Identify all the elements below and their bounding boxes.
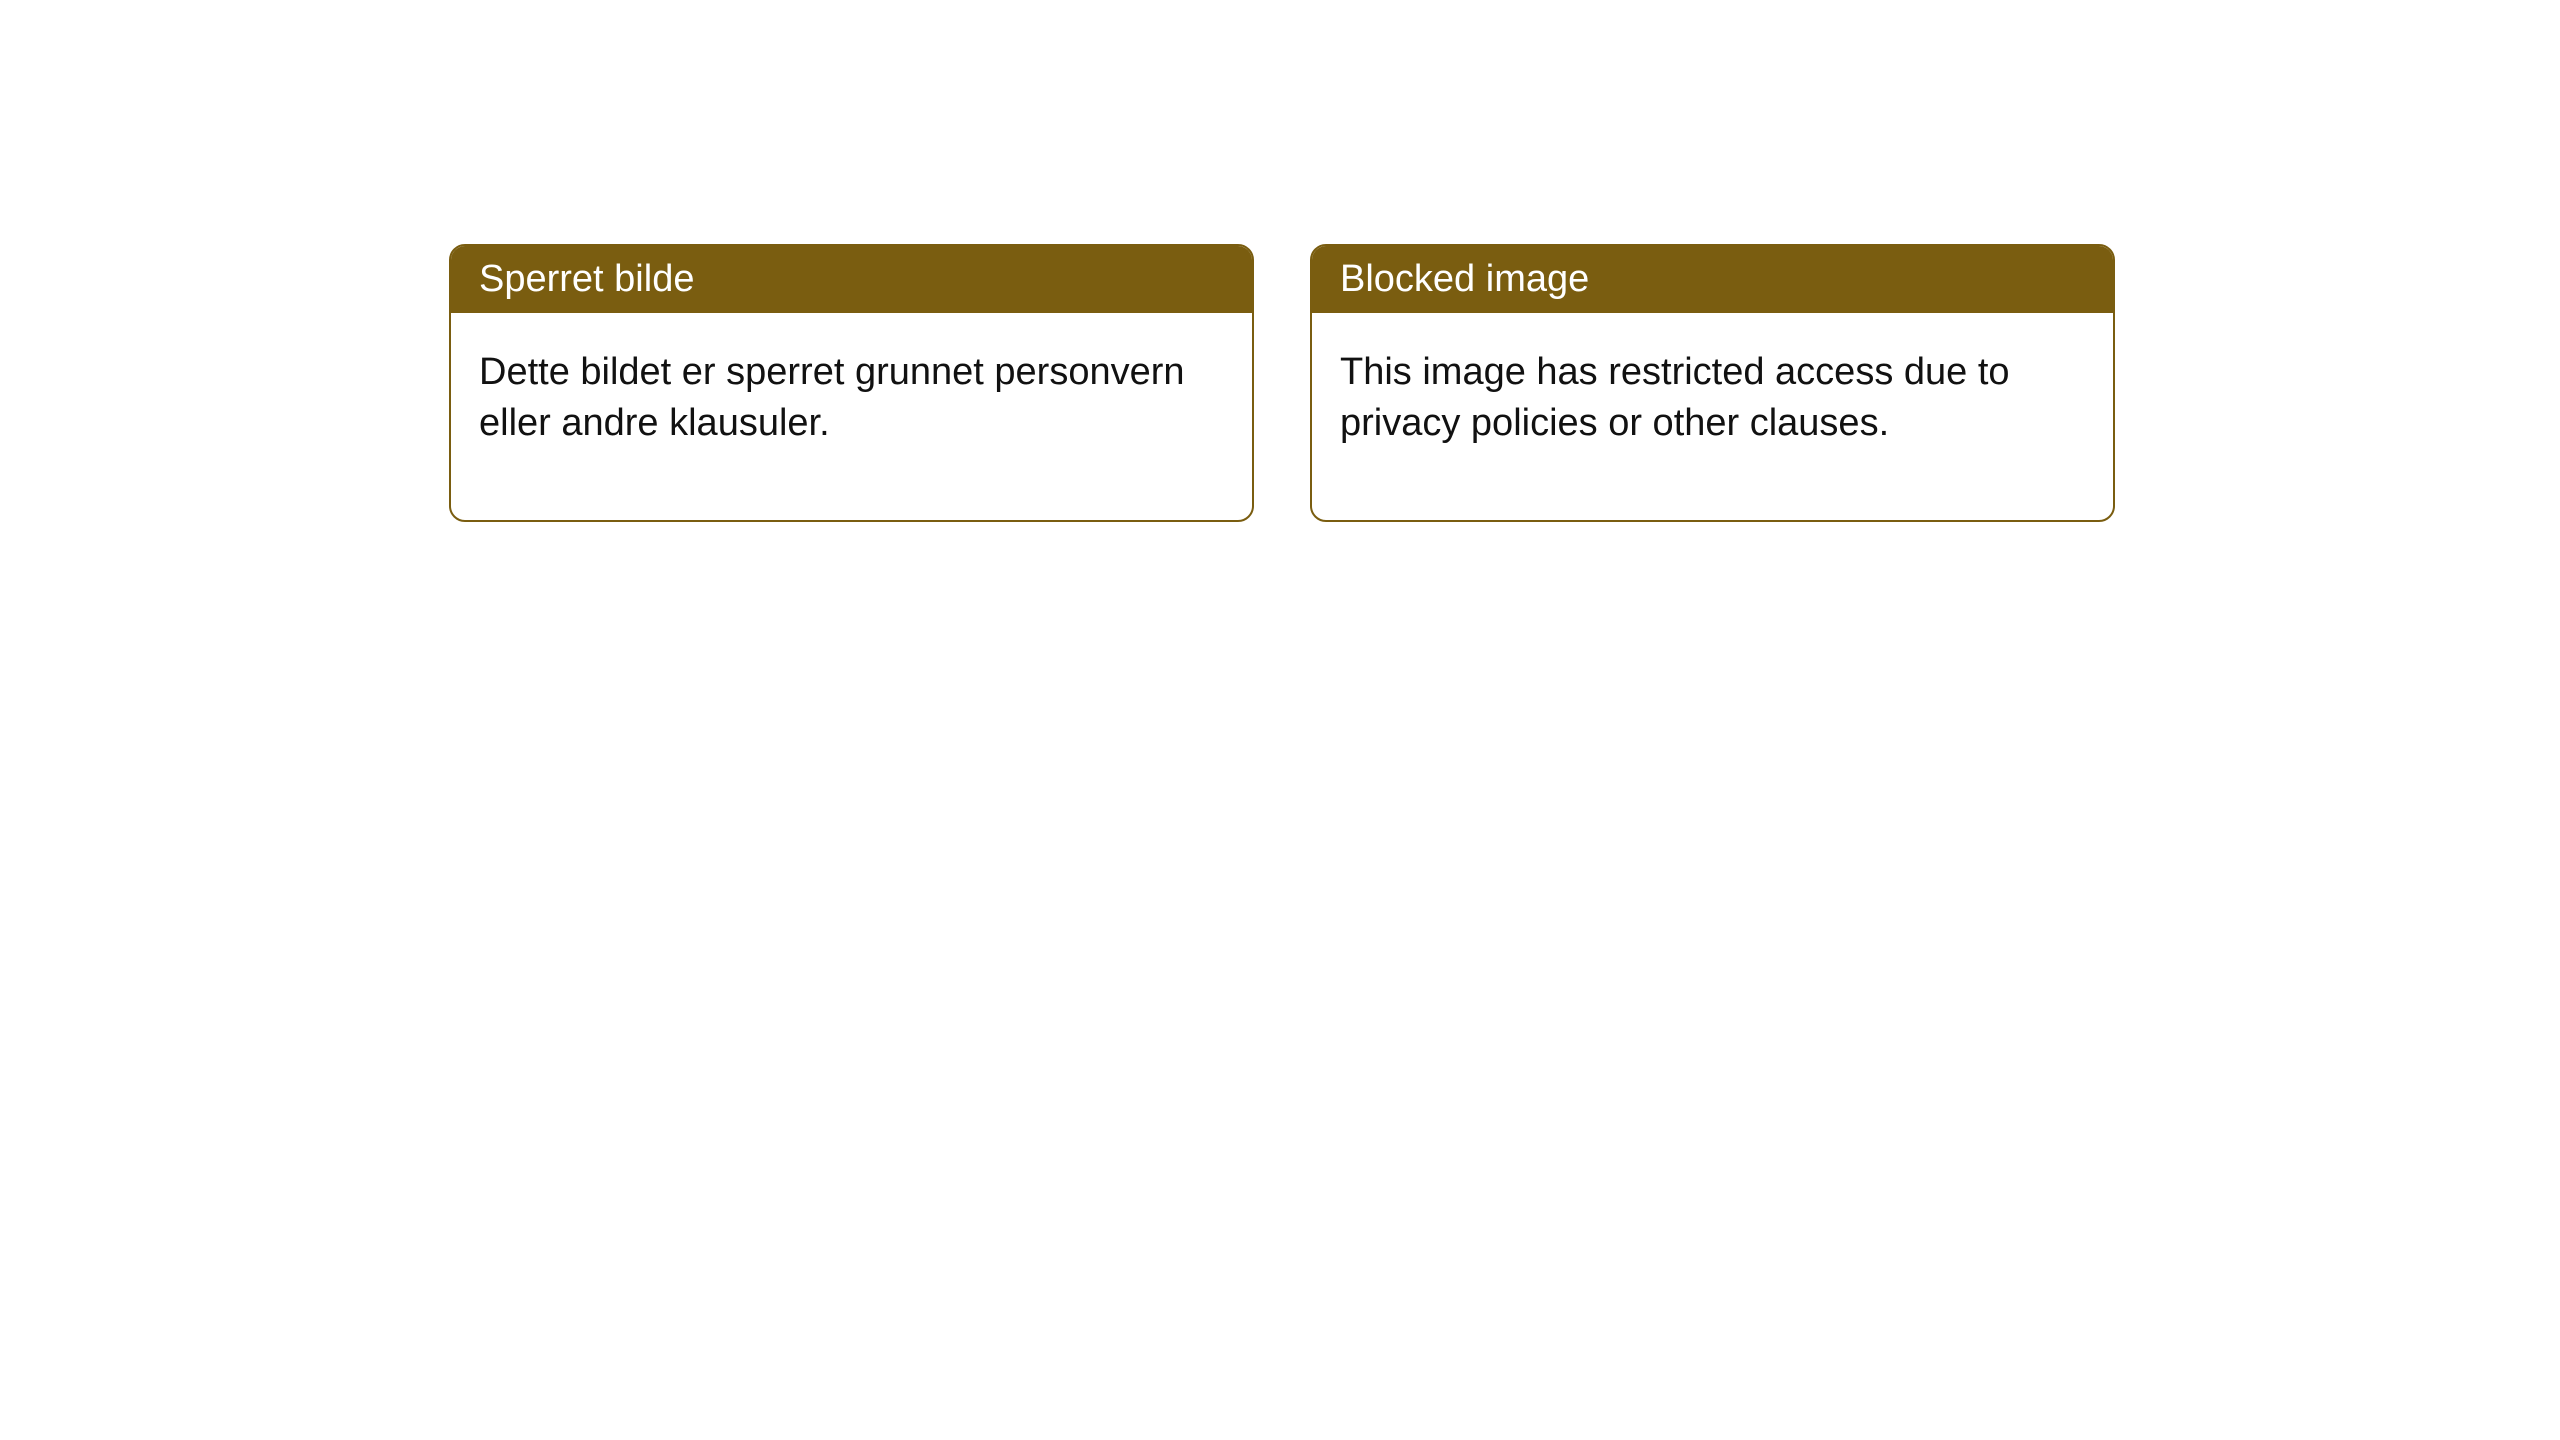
card-body: This image has restricted access due to … — [1312, 313, 2113, 520]
notice-cards-container: Sperret bilde Dette bildet er sperret gr… — [449, 244, 2115, 522]
notice-card-norwegian: Sperret bilde Dette bildet er sperret gr… — [449, 244, 1254, 522]
card-header: Sperret bilde — [451, 246, 1252, 313]
card-body: Dette bildet er sperret grunnet personve… — [451, 313, 1252, 520]
notice-card-english: Blocked image This image has restricted … — [1310, 244, 2115, 522]
card-header: Blocked image — [1312, 246, 2113, 313]
